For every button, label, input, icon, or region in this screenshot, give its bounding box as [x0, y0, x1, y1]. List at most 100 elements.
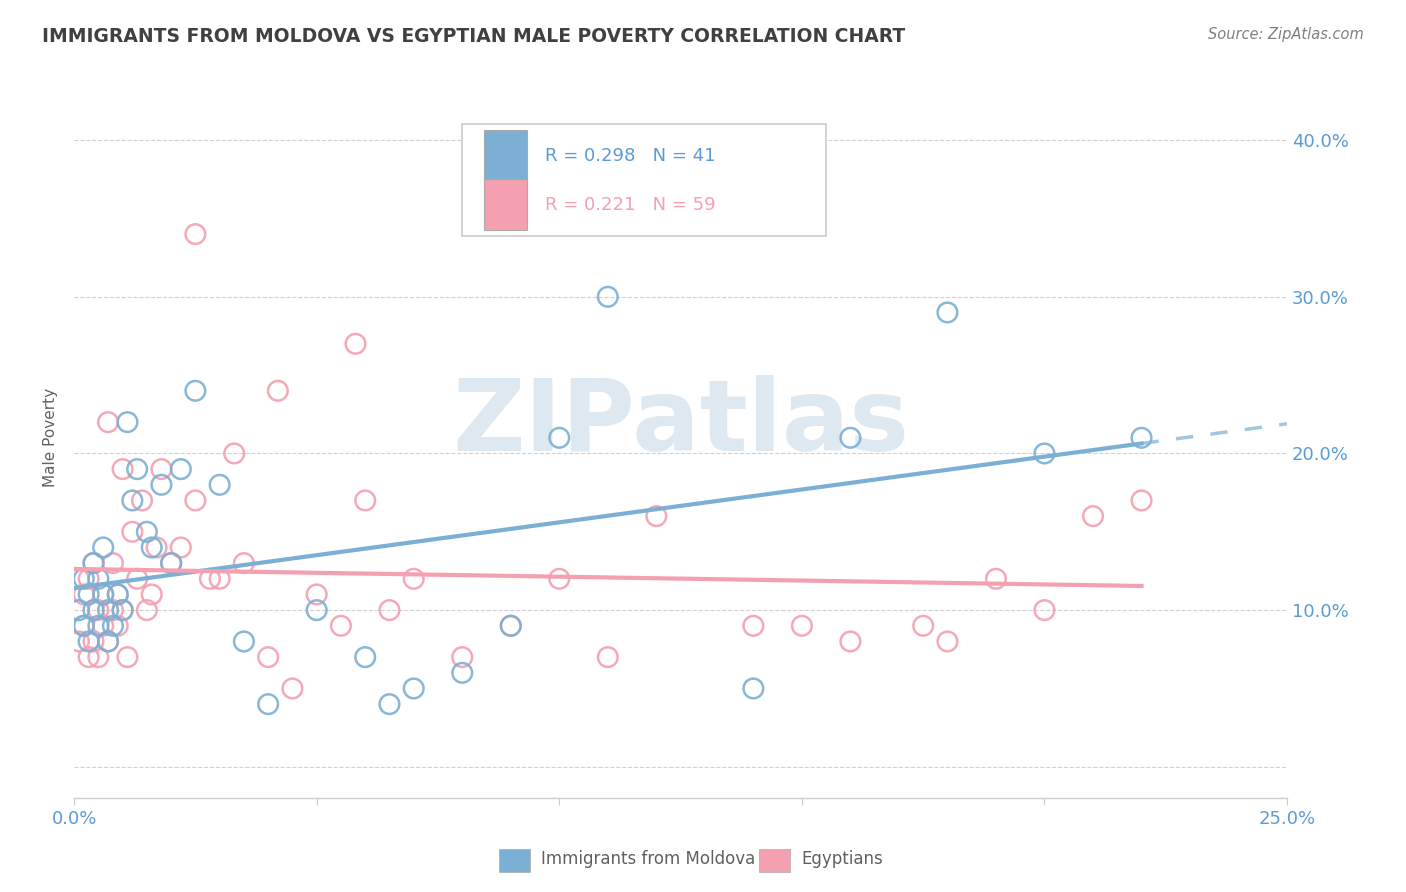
Point — [344, 336, 367, 351]
Point — [499, 619, 522, 633]
Point — [208, 477, 231, 491]
Point — [97, 634, 120, 648]
Point — [170, 462, 193, 476]
Point — [170, 541, 193, 555]
Point — [145, 541, 167, 555]
Point — [267, 384, 290, 398]
Point — [77, 572, 100, 586]
Point — [77, 634, 100, 648]
Point — [67, 603, 90, 617]
Point — [97, 634, 120, 648]
Point — [305, 603, 328, 617]
Point — [936, 634, 959, 648]
Point — [451, 650, 474, 665]
Y-axis label: Male Poverty: Male Poverty — [44, 388, 58, 487]
Point — [160, 556, 183, 570]
Point — [141, 541, 163, 555]
Point — [83, 556, 105, 570]
Point — [91, 541, 114, 555]
Point — [107, 587, 129, 601]
Point — [790, 619, 813, 633]
Point — [499, 619, 522, 633]
Point — [257, 697, 280, 711]
Point — [91, 587, 114, 601]
Point — [160, 556, 183, 570]
Point — [73, 619, 96, 633]
Point — [87, 619, 110, 633]
Point — [135, 603, 157, 617]
Point — [596, 650, 619, 665]
Point — [305, 587, 328, 601]
Point — [91, 587, 114, 601]
Point — [596, 290, 619, 304]
Point — [912, 619, 935, 633]
Point — [184, 384, 207, 398]
Text: Egyptians: Egyptians — [801, 850, 883, 868]
Point — [87, 603, 110, 617]
Point — [198, 572, 221, 586]
Point — [936, 305, 959, 319]
FancyBboxPatch shape — [463, 124, 827, 236]
Point — [97, 415, 120, 429]
FancyBboxPatch shape — [484, 130, 526, 181]
Point — [184, 493, 207, 508]
Point — [111, 603, 134, 617]
Point — [107, 587, 129, 601]
Point — [87, 572, 110, 586]
Text: ZIPatlas: ZIPatlas — [453, 375, 910, 472]
Point — [232, 556, 254, 570]
Point — [135, 524, 157, 539]
Point — [83, 603, 105, 617]
Text: Immigrants from Moldova: Immigrants from Moldova — [541, 850, 755, 868]
Text: Source: ZipAtlas.com: Source: ZipAtlas.com — [1208, 27, 1364, 42]
Point — [150, 462, 173, 476]
Text: IMMIGRANTS FROM MOLDOVA VS EGYPTIAN MALE POVERTY CORRELATION CHART: IMMIGRANTS FROM MOLDOVA VS EGYPTIAN MALE… — [42, 27, 905, 45]
Point — [101, 619, 124, 633]
Point — [111, 462, 134, 476]
Point — [451, 665, 474, 680]
Point — [378, 603, 401, 617]
Point — [548, 431, 571, 445]
Point — [1033, 446, 1056, 460]
Point — [402, 681, 425, 696]
Point — [839, 431, 862, 445]
Point — [67, 634, 90, 648]
Point — [127, 462, 149, 476]
Point — [354, 493, 377, 508]
Point — [984, 572, 1007, 586]
Point — [73, 587, 96, 601]
FancyBboxPatch shape — [484, 179, 526, 230]
Point — [117, 415, 139, 429]
Point — [354, 650, 377, 665]
Point — [67, 572, 90, 586]
Point — [281, 681, 304, 696]
Point — [257, 650, 280, 665]
Point — [645, 509, 668, 524]
Point — [77, 650, 100, 665]
Point — [111, 603, 134, 617]
Point — [73, 619, 96, 633]
Point — [839, 634, 862, 648]
Point — [232, 634, 254, 648]
Point — [1130, 493, 1153, 508]
Text: R = 0.221   N = 59: R = 0.221 N = 59 — [544, 195, 716, 214]
Point — [1130, 431, 1153, 445]
Point — [107, 619, 129, 633]
Point — [121, 493, 143, 508]
Point — [208, 572, 231, 586]
Point — [101, 556, 124, 570]
Text: R = 0.298   N = 41: R = 0.298 N = 41 — [544, 146, 716, 164]
Point — [1033, 603, 1056, 617]
Point — [87, 650, 110, 665]
Point — [378, 697, 401, 711]
Point — [101, 603, 124, 617]
Point — [127, 572, 149, 586]
Point — [131, 493, 153, 508]
Point — [83, 634, 105, 648]
Point — [742, 681, 765, 696]
Point — [77, 587, 100, 601]
Point — [83, 556, 105, 570]
Point — [117, 650, 139, 665]
Point — [73, 572, 96, 586]
Point — [1081, 509, 1104, 524]
